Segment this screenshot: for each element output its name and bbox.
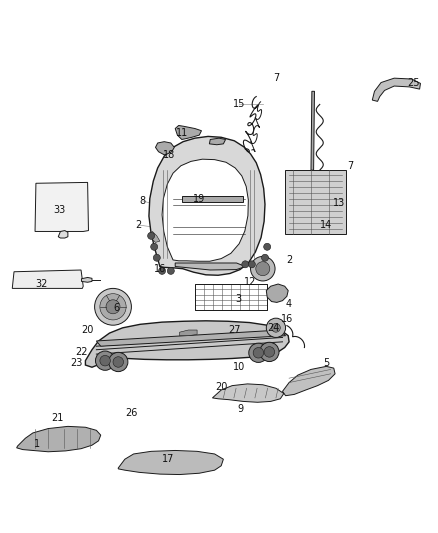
Polygon shape <box>149 136 265 275</box>
Polygon shape <box>12 270 83 288</box>
Polygon shape <box>283 366 335 395</box>
Polygon shape <box>155 142 174 155</box>
Circle shape <box>264 243 271 251</box>
Polygon shape <box>17 426 101 452</box>
Circle shape <box>266 318 286 337</box>
Circle shape <box>264 346 275 357</box>
Text: 19: 19 <box>193 193 205 204</box>
Circle shape <box>159 268 166 274</box>
Circle shape <box>256 262 270 276</box>
Text: 33: 33 <box>53 205 65 215</box>
Circle shape <box>106 300 120 314</box>
Circle shape <box>249 343 268 362</box>
Text: 15: 15 <box>233 100 245 109</box>
Polygon shape <box>266 284 288 302</box>
Circle shape <box>113 357 124 367</box>
Text: 4: 4 <box>286 298 292 309</box>
Text: 23: 23 <box>71 358 83 368</box>
Text: 2: 2 <box>135 220 141 230</box>
Text: 32: 32 <box>35 279 48 289</box>
Polygon shape <box>118 450 223 474</box>
Text: 1: 1 <box>34 439 40 449</box>
Polygon shape <box>209 138 226 145</box>
Circle shape <box>261 254 268 261</box>
Polygon shape <box>175 125 201 140</box>
Polygon shape <box>35 182 88 231</box>
Polygon shape <box>162 159 248 261</box>
Text: 17: 17 <box>162 454 175 464</box>
Circle shape <box>148 232 155 239</box>
Polygon shape <box>96 330 286 346</box>
Circle shape <box>95 288 131 325</box>
Polygon shape <box>175 263 245 270</box>
Text: 9: 9 <box>238 404 244 414</box>
Text: 20: 20 <box>81 325 94 335</box>
Circle shape <box>248 261 255 268</box>
Text: 6: 6 <box>113 303 119 313</box>
Circle shape <box>151 243 158 251</box>
Text: 10: 10 <box>233 362 245 372</box>
Polygon shape <box>285 170 346 233</box>
Polygon shape <box>372 78 420 101</box>
Circle shape <box>260 342 279 361</box>
Text: 11: 11 <box>176 128 188 138</box>
Circle shape <box>251 256 275 281</box>
Text: 27: 27 <box>228 325 240 335</box>
Text: 26: 26 <box>125 408 138 418</box>
Circle shape <box>100 294 126 320</box>
Text: 12: 12 <box>244 277 256 287</box>
Polygon shape <box>180 330 197 336</box>
Circle shape <box>109 352 128 372</box>
Text: 8: 8 <box>139 196 145 206</box>
Text: 25: 25 <box>408 77 420 87</box>
Polygon shape <box>311 91 314 170</box>
Text: 20: 20 <box>215 382 227 392</box>
Text: 3: 3 <box>236 294 242 304</box>
Circle shape <box>253 348 264 358</box>
Circle shape <box>272 324 280 332</box>
Text: 7: 7 <box>347 161 353 171</box>
Polygon shape <box>58 231 68 238</box>
Text: 13: 13 <box>333 198 346 208</box>
Text: 14: 14 <box>320 220 332 230</box>
Circle shape <box>242 261 249 268</box>
Text: 5: 5 <box>323 358 329 368</box>
Polygon shape <box>212 384 284 402</box>
Circle shape <box>100 356 110 366</box>
Circle shape <box>95 351 115 370</box>
Polygon shape <box>149 231 160 243</box>
Polygon shape <box>85 321 289 367</box>
Text: 21: 21 <box>51 413 63 423</box>
Text: 16: 16 <box>281 314 293 324</box>
Polygon shape <box>182 197 243 201</box>
Circle shape <box>167 268 174 274</box>
Text: 7: 7 <box>273 73 279 83</box>
Text: 24: 24 <box>268 323 280 333</box>
Circle shape <box>153 254 160 261</box>
Text: 16: 16 <box>154 264 166 273</box>
Text: 22: 22 <box>75 347 87 357</box>
Text: 2: 2 <box>286 255 292 265</box>
Text: 18: 18 <box>162 150 175 160</box>
Polygon shape <box>81 278 92 282</box>
